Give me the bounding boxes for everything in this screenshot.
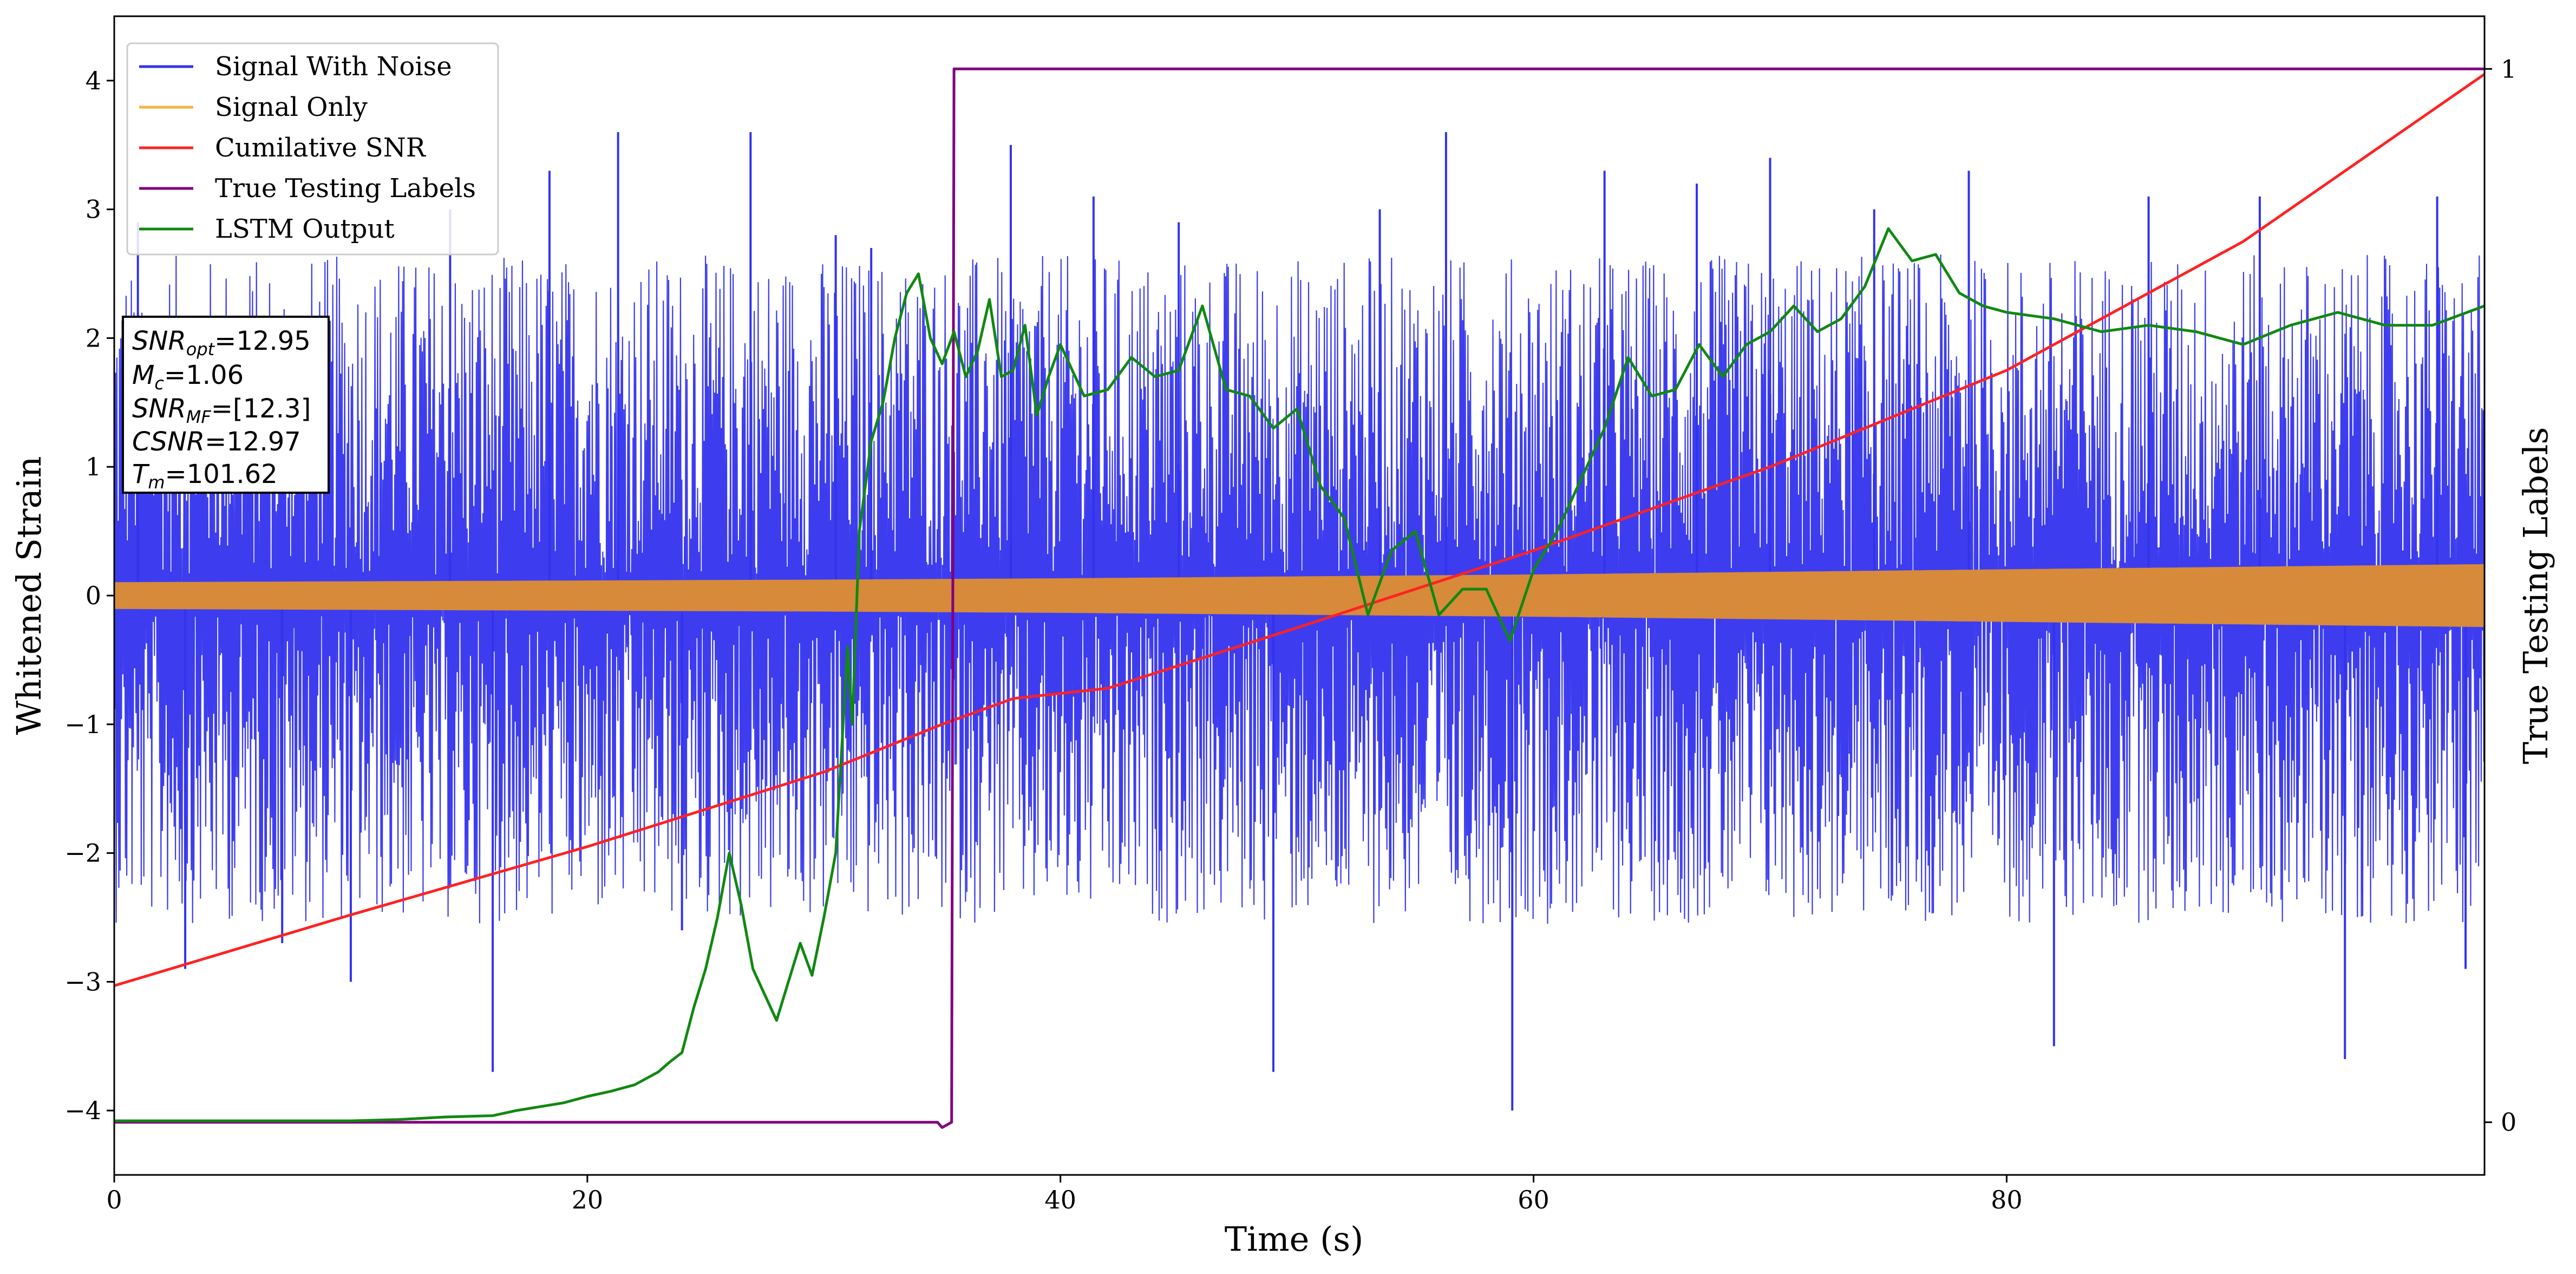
- signal-only-band: [114, 564, 2485, 628]
- cumulative-snr-line: [114, 73, 2485, 987]
- info-box: SNRopt=12.95 Mc=1.06 SNRMF=[12.3] CSNR=1…: [122, 316, 330, 494]
- info-t-m: Tm=101.62: [132, 459, 278, 493]
- legend: Signal With Noise Signal Only Cumilative…: [126, 42, 499, 256]
- y-axis-right: 01: [2485, 54, 2516, 1137]
- x-axis: 0 20 40 60 80: [106, 1175, 2023, 1214]
- y-tick-label: 2: [86, 323, 101, 352]
- series-lstm-output: [114, 227, 2485, 1122]
- y-tick-label: −3: [64, 967, 101, 996]
- true-testing-labels-line: [114, 67, 2485, 1129]
- info-snr-mf: SNRMF=[12.3]: [132, 394, 311, 427]
- legend-label-true-testing-labels: True Testing Labels: [215, 173, 476, 204]
- series-signal-only: [114, 564, 2485, 628]
- x-tick-label: 0: [106, 1185, 122, 1214]
- legend-label-signal-only: Signal Only: [215, 92, 368, 122]
- info-m-c: Mc=1.06: [132, 360, 244, 394]
- series-signal-with-noise: [114, 132, 2485, 1111]
- info-snr-opt: SNRopt=12.95: [132, 326, 311, 360]
- legend-box: [126, 42, 499, 256]
- legend-label-lstm-output: LSTM Output: [215, 214, 395, 244]
- x-tick-label: 60: [1518, 1185, 1549, 1214]
- x-tick-label: 80: [1991, 1185, 2023, 1214]
- x-axis-label: Time (s): [1225, 1219, 1364, 1259]
- info-csnr: CSNR=12.97: [132, 427, 301, 457]
- y-tick-label: 4: [86, 66, 101, 95]
- x-tick-label: 40: [1044, 1185, 1076, 1214]
- y2-axis-label: True Testing Labels: [2516, 427, 2555, 765]
- lstm-output-line: [114, 227, 2485, 1122]
- legend-label-cumulative-snr: Cumilative SNR: [215, 133, 427, 163]
- y-tick-label: −2: [64, 839, 101, 868]
- y-tick-label: −4: [64, 1096, 101, 1125]
- y-tick-label: 1: [86, 452, 101, 481]
- info-box-frame: [122, 316, 330, 494]
- series-cumulative-snr: [114, 73, 2485, 987]
- signal-with-noise-line: [114, 254, 2485, 924]
- x-tick-label: 20: [572, 1185, 604, 1214]
- y-axis-label: Whitened Strain: [9, 456, 49, 735]
- y-tick-label: 3: [86, 195, 101, 224]
- y2-tick-label: 1: [2501, 54, 2516, 83]
- y2-tick-label: 0: [2501, 1108, 2516, 1137]
- series-true-testing-labels: [114, 67, 2485, 1129]
- y-axis-left: −4 −3 −2 −1 0 1 2 3 4: [64, 66, 114, 1125]
- y-tick-label: −1: [64, 710, 101, 739]
- legend-label-signal-with-noise: Signal With Noise: [215, 51, 452, 82]
- y-tick-label: 0: [86, 581, 101, 610]
